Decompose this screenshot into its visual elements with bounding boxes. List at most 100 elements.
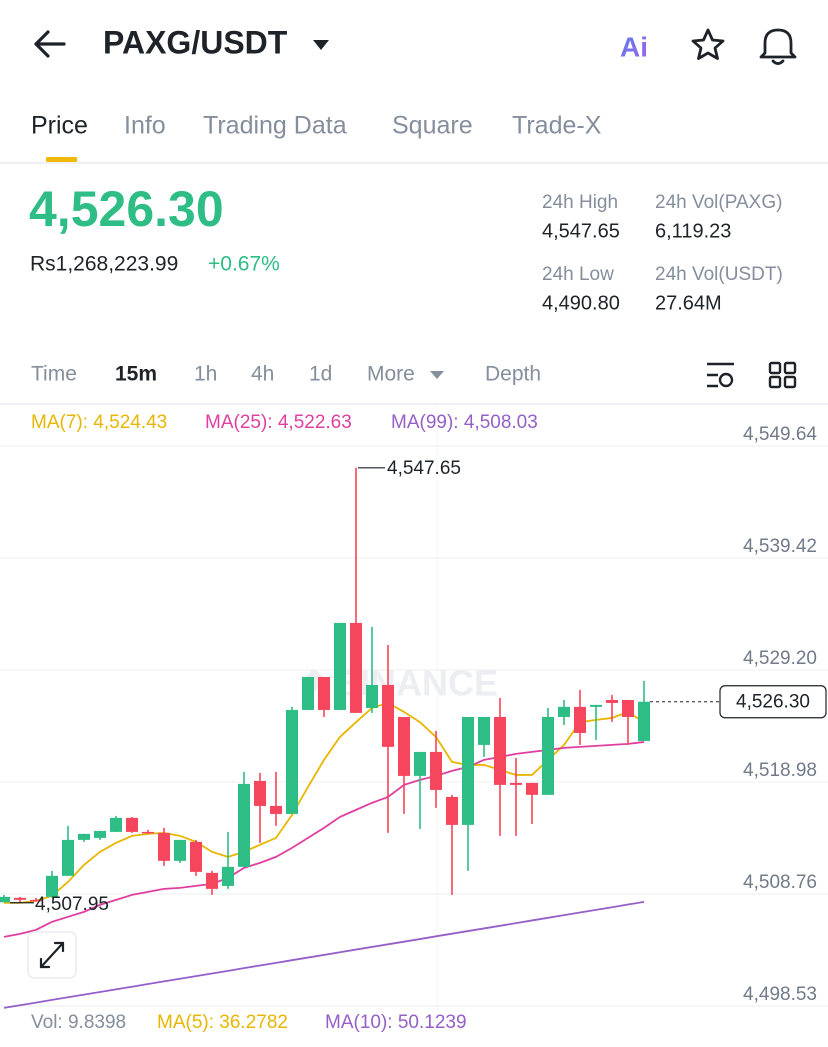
volume-legend-entry: Vol: 9.8398 xyxy=(31,1012,126,1033)
candle-body xyxy=(366,684,378,708)
candle-body xyxy=(430,751,442,790)
candle-body xyxy=(318,676,330,710)
candle-body xyxy=(542,716,554,795)
y-tick-label: 4,529.20 xyxy=(743,648,817,669)
stat-value: 6,119.23 xyxy=(655,220,731,242)
stat-value: 4,547.65 xyxy=(542,220,620,242)
grid-cell xyxy=(783,375,797,389)
stat-label: 24h Vol(USDT) xyxy=(655,264,783,285)
candle-body xyxy=(286,709,298,814)
stat-value: 27.64M xyxy=(655,292,722,314)
candle-body xyxy=(270,805,282,814)
caret xyxy=(313,40,329,50)
tab-bar: Price Info Trading Data Square Trade-X xyxy=(31,112,602,162)
settings-gear xyxy=(718,372,734,388)
tab[interactable]: Info xyxy=(124,112,166,140)
candle-body xyxy=(158,832,170,861)
stat-value: 4,490.80 xyxy=(542,292,620,314)
grid-cell xyxy=(768,361,782,375)
candle-body xyxy=(14,897,26,900)
candle-body xyxy=(622,699,634,717)
tab[interactable]: Trade-X xyxy=(512,112,602,140)
candle-body xyxy=(638,701,650,741)
stat-label: 24h High xyxy=(542,192,618,213)
interval[interactable]: Depth xyxy=(485,363,541,386)
candle-body xyxy=(574,706,586,733)
candle-body xyxy=(414,751,426,776)
expand-icon xyxy=(39,941,65,969)
interval[interactable]: 15m xyxy=(115,363,157,386)
candle-body xyxy=(94,830,106,838)
candle-body xyxy=(382,684,394,747)
volume-legend-entry: MA(10): 50.1239 xyxy=(325,1012,467,1033)
y-tick-label: 4,539.42 xyxy=(743,536,817,557)
last-price: 4,526.30 xyxy=(29,181,224,237)
interval-bar: Time 15m 1h 4h 1d More Depth xyxy=(31,363,541,386)
legend-entry: MA(99): 4,508.03 xyxy=(391,412,538,433)
stat-label: 24h Low xyxy=(542,264,614,285)
ai-button[interactable]: Ai xyxy=(620,31,648,62)
candle-body xyxy=(590,704,602,707)
tab[interactable]: Square xyxy=(392,112,473,140)
y-tick-label: 4,498.53 xyxy=(743,984,817,1005)
pair-selector[interactable]: PAXG/USDT xyxy=(103,24,329,60)
ma-line xyxy=(3,741,645,938)
candle-body xyxy=(302,676,314,710)
candle-body xyxy=(222,866,234,886)
candle-body xyxy=(350,622,362,713)
last-price-label: 4,526.30 xyxy=(736,692,810,713)
ma-line xyxy=(4,701,645,904)
candle-body xyxy=(190,841,202,872)
volume-legend-entry: MA(5): 36.2782 xyxy=(157,1012,288,1033)
annotation: 4,507.95 xyxy=(35,894,109,915)
candle-body xyxy=(142,831,154,834)
candle-body xyxy=(126,817,138,832)
candle-body xyxy=(206,872,218,889)
legend-entry: MA(25): 4,522.63 xyxy=(205,412,352,433)
interval[interactable]: 1d xyxy=(309,363,332,386)
layout-button[interactable] xyxy=(768,361,797,389)
candle-body xyxy=(462,716,474,825)
y-tick-label: 4,508.76 xyxy=(743,872,817,893)
caret xyxy=(430,371,444,379)
interval[interactable]: 1h xyxy=(194,363,217,386)
favorite-star[interactable] xyxy=(691,28,725,60)
candle-body xyxy=(0,896,10,903)
last-price-box xyxy=(719,685,827,719)
annotation: 4,547.65 xyxy=(387,458,461,479)
candle-body xyxy=(238,783,250,867)
settings-lines xyxy=(707,362,734,388)
candle-body xyxy=(606,699,618,703)
candle-body xyxy=(558,706,570,717)
candle-body xyxy=(46,875,58,897)
fullscreen-button[interactable] xyxy=(27,931,77,979)
y-tick-label: 4,518.98 xyxy=(743,760,817,781)
grid-cell xyxy=(783,361,797,375)
tab[interactable]: Price xyxy=(31,112,88,140)
price-change: +0.67% xyxy=(208,253,280,276)
interval[interactable]: 4h xyxy=(251,363,274,386)
stats: 24h High 4,547.65 24h Vol(PAXG) 6,119.23 24h… xyxy=(542,192,783,314)
grid-cell xyxy=(768,375,782,389)
tab[interactable]: Trading Data xyxy=(203,112,347,140)
candle-body xyxy=(110,817,122,832)
candle-body xyxy=(478,716,490,745)
candle-body xyxy=(174,839,186,861)
back-arrow xyxy=(34,30,66,58)
volume-legend: Vol: 9.8398 MA(5): 36.2782 MA(10): 50.1239 xyxy=(31,1012,467,1033)
back-button[interactable] xyxy=(34,30,66,58)
chart-settings-button[interactable] xyxy=(707,362,734,388)
stat-label: 24h Vol(PAXG) xyxy=(655,192,782,213)
legend-entry: MA(7): 4,524.43 xyxy=(31,412,167,433)
ma-line xyxy=(3,901,645,1009)
candle-body xyxy=(446,796,458,825)
bell-clapper xyxy=(771,59,785,65)
pair-title: PAXG/USDT xyxy=(103,24,288,60)
interval[interactable]: Time xyxy=(31,363,77,386)
tab-indicator xyxy=(46,157,77,162)
interval[interactable]: More xyxy=(367,363,415,386)
candle-body xyxy=(254,780,266,806)
alert-bell[interactable] xyxy=(759,28,797,65)
